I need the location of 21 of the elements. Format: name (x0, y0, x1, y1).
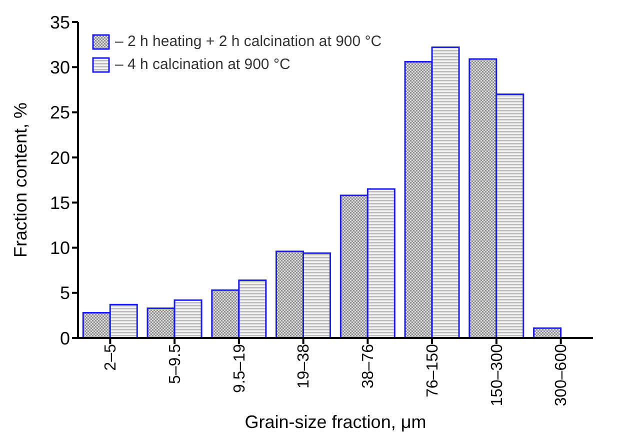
bar (533, 327, 562, 338)
y-axis-title: Fraction content, % (10, 102, 30, 258)
x-tick-label: 150–300 (488, 344, 506, 406)
x-tick-label: 300–600 (553, 344, 570, 406)
x-tick-label: 9.5–19 (231, 344, 248, 393)
y-tick-label: 10 (50, 238, 70, 258)
x-tick-label: 76–150 (424, 344, 442, 398)
x-tick-label: 19–38 (296, 344, 313, 388)
x-tick-label: 38–76 (360, 344, 378, 388)
y-tick-label: 20 (50, 148, 70, 168)
y-tick-label: 15 (50, 192, 70, 213)
legend-label: – 2 h heating + 2 h calcination at 900 °C (115, 32, 382, 52)
x-tick-label: 2–5 (102, 344, 120, 371)
y-tick-label: 0 (60, 328, 70, 348)
y-tick-label: 25 (50, 102, 70, 123)
y-tick-label: 30 (50, 58, 70, 78)
x-axis-title: Grain-size fraction, μm (244, 412, 426, 432)
legend-label: – 4 h calcination at 900 °C (115, 55, 290, 75)
x-tick-label: 5–9.5 (166, 344, 184, 384)
y-tick-label: 35 (50, 12, 70, 32)
y-tick-label: 5 (60, 283, 70, 304)
